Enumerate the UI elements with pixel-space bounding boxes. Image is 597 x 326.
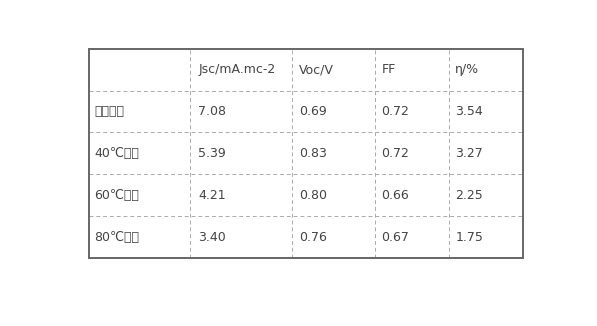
Text: 4.21: 4.21 bbox=[198, 189, 226, 202]
Text: 40℃敏化: 40℃敏化 bbox=[94, 147, 140, 160]
Text: Voc/V: Voc/V bbox=[298, 63, 334, 76]
Text: 80℃敏化: 80℃敏化 bbox=[94, 231, 140, 244]
Text: 0.69: 0.69 bbox=[298, 105, 327, 118]
Text: 0.72: 0.72 bbox=[381, 147, 409, 160]
Text: 60℃敏化: 60℃敏化 bbox=[94, 189, 140, 202]
Text: 5.39: 5.39 bbox=[198, 147, 226, 160]
Bar bbox=[88, 49, 524, 258]
Text: Jsc/mA.mc-2: Jsc/mA.mc-2 bbox=[198, 63, 276, 76]
Text: η/%: η/% bbox=[456, 63, 479, 76]
Text: 室温敏化: 室温敏化 bbox=[94, 105, 125, 118]
Text: FF: FF bbox=[381, 63, 396, 76]
Text: 1.75: 1.75 bbox=[456, 231, 483, 244]
Text: 0.66: 0.66 bbox=[381, 189, 409, 202]
Text: 0.67: 0.67 bbox=[381, 231, 409, 244]
Text: 0.80: 0.80 bbox=[298, 189, 327, 202]
Text: 3.40: 3.40 bbox=[198, 231, 226, 244]
Text: 7.08: 7.08 bbox=[198, 105, 226, 118]
Text: 0.76: 0.76 bbox=[298, 231, 327, 244]
Text: 3.54: 3.54 bbox=[456, 105, 483, 118]
Text: 0.72: 0.72 bbox=[381, 105, 409, 118]
Text: 2.25: 2.25 bbox=[456, 189, 483, 202]
Text: 3.27: 3.27 bbox=[456, 147, 483, 160]
Text: 0.83: 0.83 bbox=[298, 147, 327, 160]
